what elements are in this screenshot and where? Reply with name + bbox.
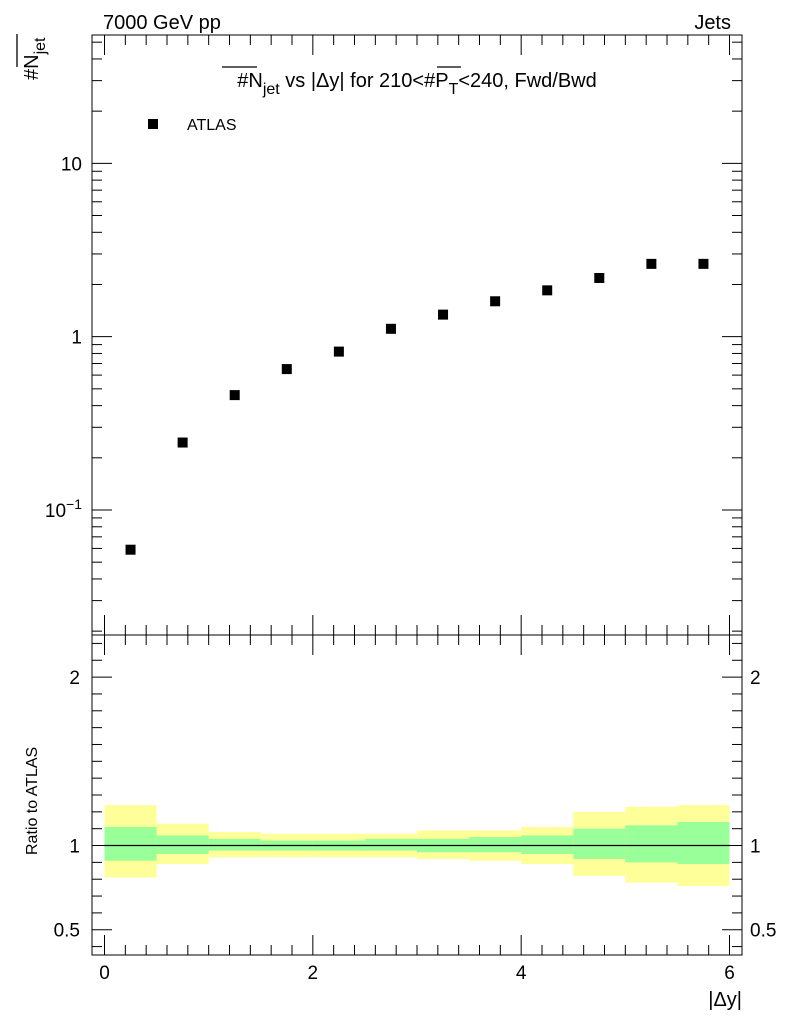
stat-band-bin [104,827,157,861]
y-tick-label-exponent: −1 [66,496,82,512]
uncertainty-bands [104,805,730,886]
title-mid: vs |Δy| for 210<# [280,70,436,92]
y-tick-label: 1 [71,328,82,349]
title-p: P [435,70,448,92]
x-tick-label: 0 [99,963,110,984]
header-left: 7000 GeV pp [103,12,221,34]
ylabel-text: #Njet [21,37,49,80]
data-point [125,544,136,555]
title-jet: jet [262,81,280,98]
data-point [594,272,605,283]
stat-band-bin [521,835,574,854]
stat-band-bin [677,821,730,865]
y-tick-label: 10 [61,154,82,175]
y-tick-label-base: 10 [45,501,66,522]
ratio-panel-frame [91,634,743,956]
title-tail: <240, Fwd/Bwd [458,70,596,92]
x-tick-label: 2 [308,963,319,984]
x-axis-label: |Δy| [708,989,742,1011]
ratio-y-tick-label-right: 0.5 [750,921,776,942]
ylabel-jet: jet [32,37,49,55]
ratio-y-tick-label-right: 2 [750,668,761,689]
plot-title: #Njet vs |Δy| for 210<#PT<240, Fwd/Bwd [237,70,597,98]
data-point [229,390,240,401]
title-hash: # [237,70,249,92]
ylabel-hash: # [21,68,43,80]
ratio-ticks: 0.5 0.5 1 1 2 2 0 2 4 6 [54,635,776,984]
data-point [281,364,292,375]
stat-band-bin [364,838,417,851]
stat-band-bin [208,838,261,851]
ylabel-n: N [21,54,43,68]
data-point [646,258,657,269]
stat-band-bin [156,835,209,854]
legend-label: ATLAS [187,117,237,134]
x-tick-label: 6 [724,963,735,984]
data-point [490,296,501,307]
main-y-label: #Njet [16,34,49,80]
ratio-y-tick-label-left: 2 [69,668,80,689]
data-point [542,285,553,296]
stat-band-bin [469,837,522,853]
ratio-panel: 0.5 0.5 1 1 2 2 0 2 4 6 Ratio to ATLAS |Δy| [24,634,776,1011]
ratio-y-label: Ratio to ATLAS [24,747,41,855]
data-point [333,346,344,357]
ratio-y-tick-label-right: 1 [750,837,761,858]
data-point [385,323,396,334]
x-tick-label: 4 [516,963,527,984]
ratio-y-tick-label-left: 1 [69,837,80,858]
data-point [438,309,449,320]
y-tick-label: 10−1 [45,496,82,522]
stat-band-bin [625,825,678,863]
header-right: Jets [694,12,731,34]
data-point [698,258,709,269]
ratio-y-tick-label-left: 0.5 [54,921,80,942]
stat-band-bin [573,828,626,859]
data-points [125,258,709,555]
legend-marker [148,119,158,129]
title-t: T [449,81,459,98]
data-point [177,437,188,448]
title-n: N [248,70,262,92]
